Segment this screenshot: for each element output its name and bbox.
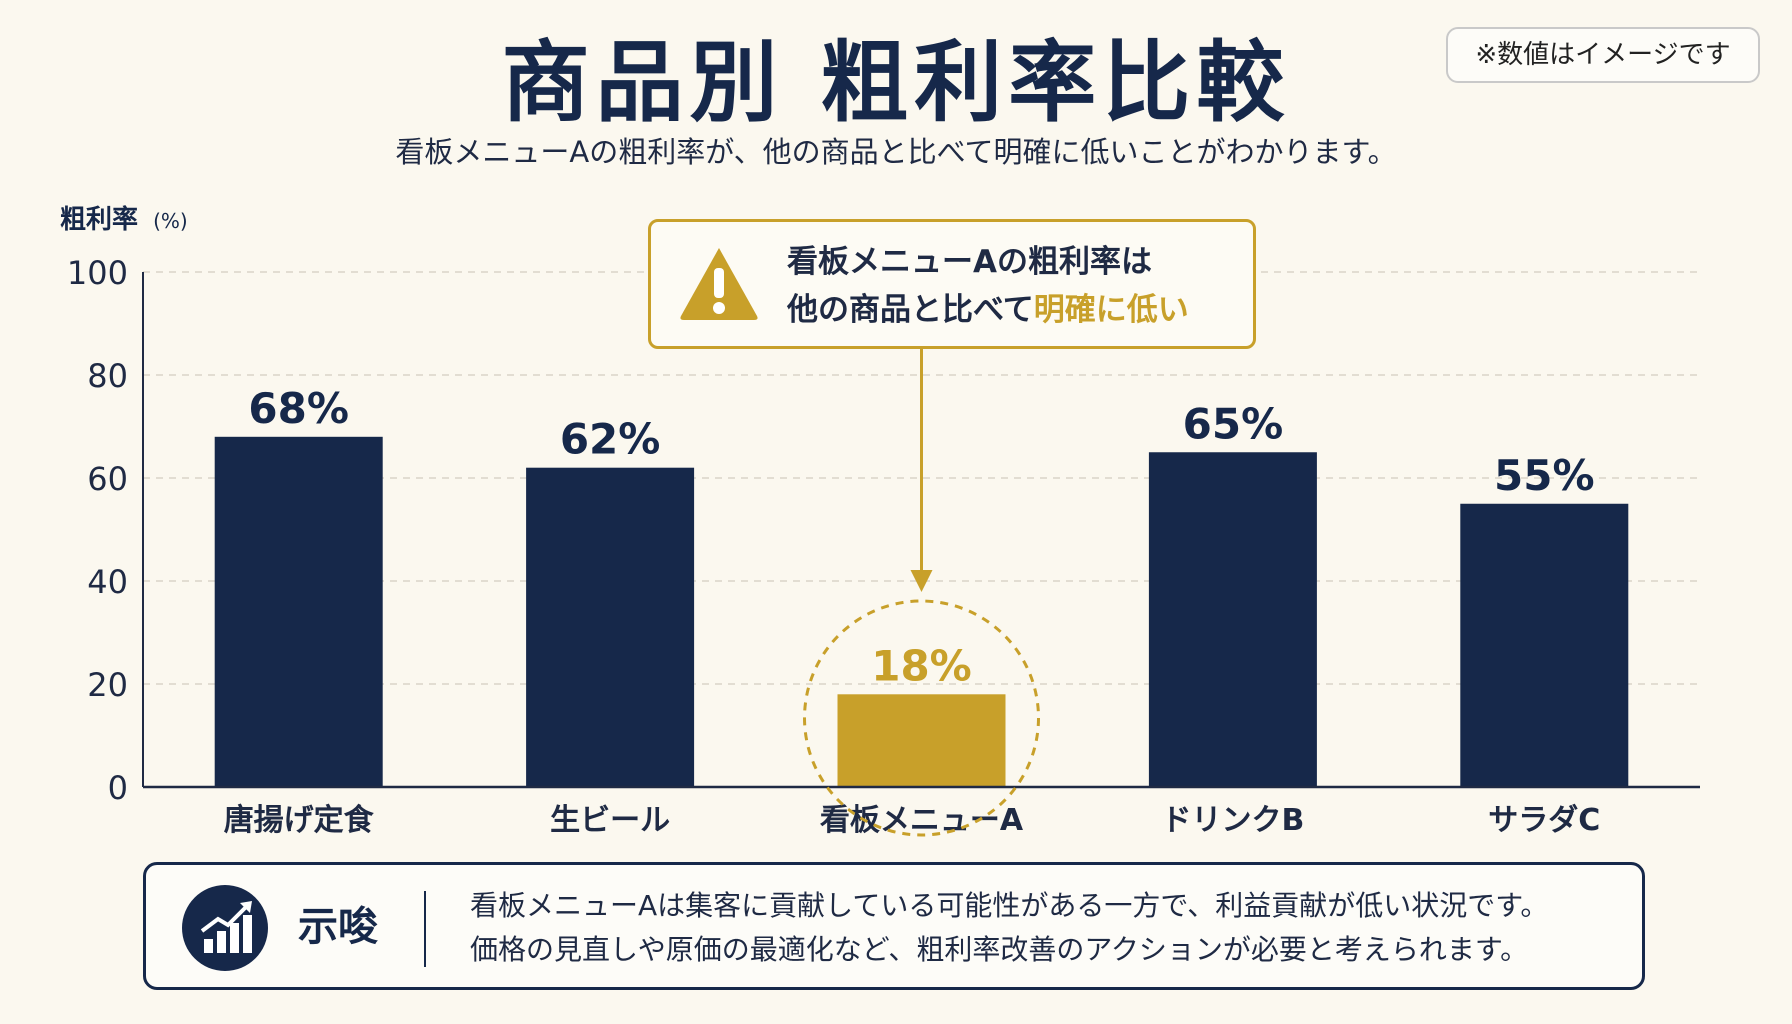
bar-5	[1460, 503, 1629, 787]
value-labels: 68% 62% 18% 65% 55%	[248, 384, 1594, 691]
image-note-badge: ※数値はイメージです	[1446, 27, 1760, 83]
value-label: 18%	[871, 641, 972, 690]
category-labels: 唐揚げ定食 生ビール 看板メニューA ドリンクB サラダC	[224, 803, 1601, 838]
callout-line-1: 看板メニューAの粗利率は	[787, 244, 1152, 280]
y-axis-title: 粗利率 (%)	[60, 204, 188, 235]
y-axis-title-label: 粗利率	[60, 204, 138, 235]
category-label: 看板メニューA	[820, 803, 1024, 838]
y-tick-label: 20	[87, 666, 128, 704]
insight-icon-badge	[182, 885, 268, 971]
category-label: 生ビール	[550, 803, 670, 838]
y-tick-label: 40	[87, 563, 128, 601]
bars	[214, 436, 1629, 787]
callout-box: 看板メニューAの粗利率は 他の商品と比べて明確に低い	[648, 219, 1256, 349]
category-label: ドリンクB	[1161, 803, 1304, 838]
bar-1	[214, 436, 383, 787]
insight-box: 示唆 看板メニューAは集客に貢献している可能性がある一方で、利益貢献が低い状況で…	[143, 862, 1645, 990]
callout-line-2: 他の商品と比べて明確に低い	[787, 290, 1189, 330]
warning-triangle-icon	[680, 248, 758, 320]
growth-chart-icon	[200, 901, 252, 953]
value-label: 68%	[248, 384, 349, 433]
y-axis-title-unit: (%)	[153, 209, 188, 233]
value-label: 62%	[560, 415, 661, 464]
insight-divider	[424, 891, 426, 967]
category-label: サラダC	[1488, 803, 1600, 838]
insight-line-1: 看板メニューAは集客に貢献している可能性がある一方で、利益貢献が低い状況です。	[470, 889, 1549, 922]
page-title: 商品別 粗利率比較	[501, 31, 1291, 134]
bar-4	[1148, 452, 1317, 787]
highlight-dashed-circle	[803, 599, 1040, 837]
y-axis-ticks: 0 20 40 60 80 100	[67, 254, 128, 807]
callout-line-2-prefix: 他の商品と比べて	[787, 292, 1034, 328]
value-label: 55%	[1494, 451, 1595, 500]
bar-3	[837, 694, 1006, 787]
axes	[142, 272, 1700, 789]
bar-2	[526, 467, 695, 787]
highlight-markers	[803, 349, 1040, 837]
value-label: 65%	[1183, 399, 1284, 448]
page-subtitle: 看板メニューAの粗利率が、他の商品と比べて明確に低いことがわかります。	[395, 135, 1397, 169]
y-tick-label: 100	[67, 254, 128, 292]
insight-label: 示唆	[298, 904, 378, 950]
y-tick-label: 80	[87, 357, 128, 395]
insight-line-2: 価格の見直しや原価の最適化など、粗利率改善のアクションが必要と考えられます。	[470, 933, 1529, 966]
y-tick-label: 60	[87, 460, 128, 498]
callout-arrowhead-icon	[910, 570, 933, 592]
callout-highlight: 明確に低い	[1033, 292, 1189, 328]
y-tick-label: 0	[108, 769, 128, 807]
category-label: 唐揚げ定食	[224, 803, 375, 838]
